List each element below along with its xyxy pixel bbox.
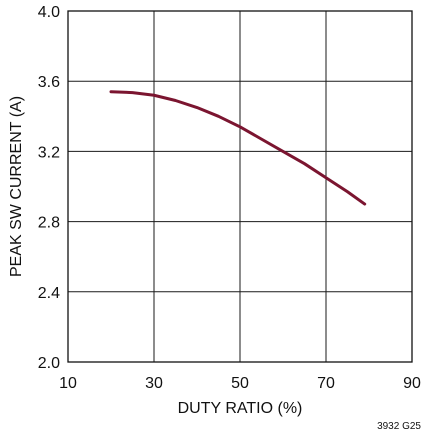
y-tick-label: 2.0 [38,355,60,372]
x-tick-label: 30 [145,375,163,392]
figure-code: 3932 G25 [377,421,421,432]
y-tick-label: 2.4 [38,285,60,302]
series-line-1 [109,90,367,206]
x-axis-title: DUTY RATIO (%) [178,400,303,417]
plot-frame [67,10,413,363]
x-tick-label: 50 [231,375,249,392]
plot-border [67,10,413,363]
y-axis-ticks: 2.0 2.4 2.8 3.2 3.6 4.0 [38,4,60,372]
x-tick-label: 70 [317,375,335,392]
y-tick-label: 4.0 [38,4,60,21]
y-tick-label: 2.8 [38,215,60,232]
x-tick-label: 10 [59,375,77,392]
y-tick-label: 3.2 [38,144,60,161]
series-layer [109,90,367,206]
x-axis-ticks: 10 30 50 70 90 [59,375,421,392]
x-tick-label: 90 [403,375,421,392]
y-tick-label: 3.6 [38,74,60,91]
y-axis-title: PEAK SW CURRENT (A) [8,96,25,277]
